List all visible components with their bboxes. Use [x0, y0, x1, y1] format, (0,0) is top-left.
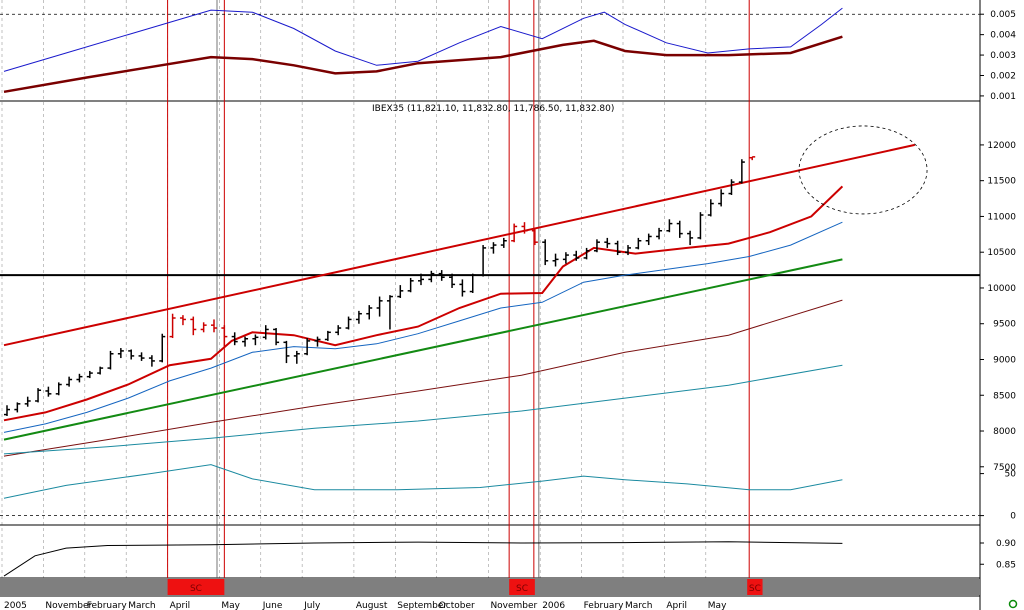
top-axis-tick-label: 0.002 — [990, 71, 1016, 81]
month-label: March — [625, 601, 652, 610]
month-label: 2005 — [4, 601, 27, 610]
price-axis-tick-label: 8500 — [993, 391, 1016, 401]
month-label: 2006 — [542, 601, 565, 610]
signal-strip-background — [0, 579, 980, 595]
y-axis-labels: 0.005 0.004 0.003 0.002 0.001 12000 11500 11000… — [980, 10, 1016, 570]
month-label: July — [303, 601, 321, 610]
price-series-line — [3, 185, 844, 422]
price-axis-tick-label: 10000 — [987, 284, 1016, 294]
signal-label: SC — [749, 584, 761, 594]
month-label: February — [584, 601, 625, 610]
signal-segment — [509, 579, 535, 595]
bottom-series-line — [3, 541, 843, 577]
signal-segment — [747, 579, 763, 595]
month-label: June — [262, 601, 283, 610]
top-axis-tick-label: 0.004 — [990, 31, 1016, 41]
month-label: November — [45, 601, 92, 610]
month-label: April — [170, 601, 191, 610]
month-label: October — [439, 601, 475, 610]
price-axis-tick-label: 8000 — [993, 427, 1016, 437]
month-label: September — [397, 601, 447, 610]
month-label: August — [356, 601, 388, 610]
price-axis-tick-label: 7500 — [993, 463, 1016, 473]
price-axis-tick-label: 11000 — [987, 212, 1016, 222]
month-label: March — [128, 601, 155, 610]
month-label: May — [708, 601, 727, 610]
price-series-line — [3, 364, 843, 455]
month-label: April — [666, 601, 687, 610]
price-series-line — [3, 299, 843, 457]
price-panel — [0, 125, 980, 499]
price-axis-tick-label: 10500 — [987, 248, 1016, 258]
price-axis-tick-label: 12000 — [987, 141, 1016, 151]
price-series-line — [3, 258, 843, 441]
top-axis-tick-label: 0.005 — [990, 10, 1016, 20]
status-dot — [1008, 599, 1018, 609]
top-axis-tick-label: 0.001 — [990, 92, 1016, 102]
price-series-line — [3, 464, 843, 499]
signal-strip: SC SC SC — [0, 579, 980, 595]
price-series-line — [3, 221, 843, 433]
top-series-line — [3, 7, 843, 72]
vertical-gridlines — [0, 0, 981, 610]
price-axis-tick-label: 11500 — [987, 177, 1016, 187]
price-series-line — [3, 143, 916, 347]
highlight-ellipse — [798, 125, 928, 215]
bottom-axis-tick-label: 0.85 — [996, 560, 1016, 570]
price-axis-tick-label: 9000 — [993, 355, 1016, 365]
volatility-panel — [0, 7, 980, 94]
top-axis-tick-label: 0.003 — [990, 51, 1016, 61]
signal-label: SC — [190, 584, 202, 594]
month-label: May — [221, 601, 240, 610]
signal-segment — [167, 579, 225, 595]
signal-label: SC — [516, 584, 528, 594]
top-series-line — [3, 35, 843, 94]
lower-axis-tick-label: 50 — [1005, 470, 1017, 480]
bottom-axis-tick-label: 0.90 — [996, 539, 1016, 549]
month-label: November — [490, 601, 537, 610]
lower-axis-tick-label: 0 — [1010, 512, 1016, 522]
price-axis-tick-label: 9500 — [993, 320, 1016, 330]
chart-title: IBEX35 (11,821.10, 11,832.80, 11,786.50,… — [372, 104, 614, 114]
correlation-panel — [3, 541, 843, 577]
month-label: February — [87, 601, 128, 610]
